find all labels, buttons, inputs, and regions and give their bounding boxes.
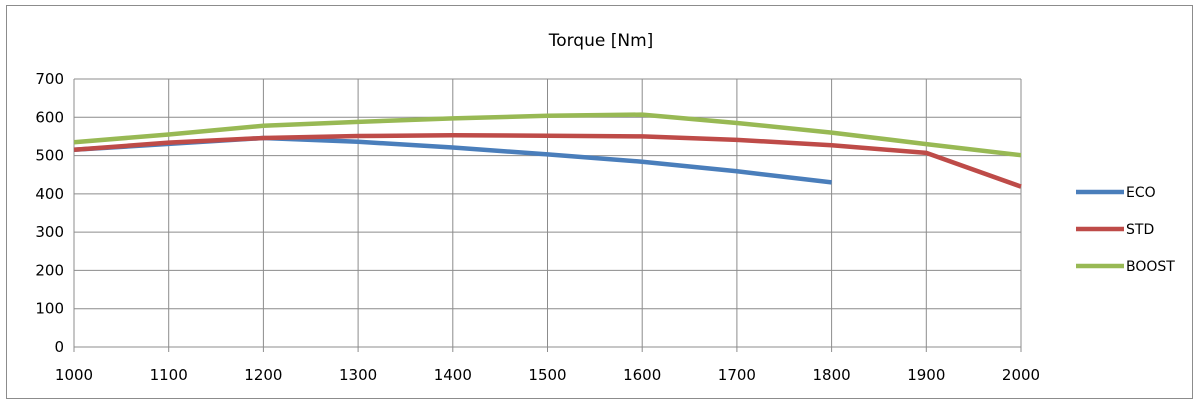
x-axis-ticks: 1000 1100 1200 1300 1400 1500 1600 1700 1800 1900…	[55, 366, 1040, 384]
x-tick-label: 1600	[623, 366, 661, 384]
x-tick-label: 1000	[55, 366, 93, 384]
grid	[73, 78, 1022, 352]
legend-label-boost: BOOST	[1126, 259, 1175, 275]
series-line-boost	[73, 112, 1022, 158]
y-tick-label: 600	[35, 108, 64, 126]
x-tick-label: 1200	[244, 366, 282, 384]
series-lines	[73, 112, 1022, 189]
x-tick-label: 1900	[907, 366, 945, 384]
y-tick-label: 300	[35, 223, 64, 241]
chart-frame	[6, 5, 1193, 399]
y-tick-label: 400	[35, 185, 64, 203]
y-tick-label: 500	[35, 147, 64, 165]
y-axis-ticks: 0 100 200 300 400 500 600 700	[35, 70, 64, 356]
x-tick-label: 1700	[718, 366, 756, 384]
y-tick-label: 0	[54, 338, 64, 356]
legend-label-std: STD	[1126, 222, 1154, 238]
chart-title: Torque [Nm]	[548, 31, 654, 51]
x-tick-label: 1800	[813, 366, 851, 384]
x-tick-label: 1100	[150, 366, 188, 384]
series-line-std	[73, 133, 1022, 189]
y-tick-label: 100	[35, 300, 64, 318]
x-tick-label: 1400	[434, 366, 472, 384]
x-tick-label: 1300	[339, 366, 377, 384]
x-tick-label: 1500	[528, 366, 566, 384]
y-tick-label: 200	[35, 261, 64, 279]
legend-label-eco: ECO	[1126, 185, 1156, 201]
x-tick-label: 2000	[1002, 366, 1040, 384]
y-tick-label: 700	[35, 70, 64, 88]
legend: ECO STD BOOST	[1076, 185, 1175, 275]
